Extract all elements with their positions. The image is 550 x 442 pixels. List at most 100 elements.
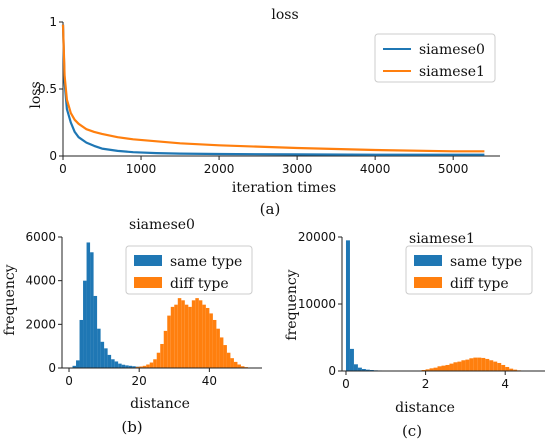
histogram-bar [132, 366, 136, 368]
histogram-bar [469, 358, 474, 371]
histogram-bar [191, 300, 196, 368]
histogram-bar [240, 366, 245, 368]
histogram-bar [83, 280, 87, 368]
histogram-bar [219, 337, 224, 368]
legend-swatch [134, 255, 162, 266]
histogram-bar [79, 319, 84, 368]
x-tick-label: 4000 [360, 162, 391, 176]
histogram-bar [184, 304, 189, 368]
plot-area: 0 2 4 0 10000 20000 same type diff type [298, 230, 545, 391]
histogram-bar [76, 360, 80, 368]
plot-area: 0 1000 2000 3000 4000 5000 0 0.5 1 siamese0 siames… [38, 15, 500, 176]
panel-caption: (a) [260, 200, 281, 218]
histogram-bar [223, 345, 227, 368]
histogram-bar [195, 298, 199, 368]
histogram-bar [461, 360, 466, 371]
histogram-bar [473, 357, 478, 371]
x-tick-label: 2 [422, 377, 430, 391]
histogram-bar [153, 359, 157, 368]
histogram-bar [121, 364, 126, 368]
legend-label: siamese1 [419, 64, 485, 80]
histogram-bar [205, 307, 210, 368]
x-tick-label: 40 [202, 374, 217, 388]
histogram-bar [513, 369, 518, 371]
y-tick-label: 0 [48, 361, 56, 375]
histogram-bar [457, 361, 462, 371]
histogram-bar [128, 365, 133, 368]
y-tick-label: 20000 [298, 230, 336, 244]
chart-title: siamese0 [129, 217, 195, 233]
histogram-bar [100, 341, 105, 368]
histogram-bar [489, 360, 494, 371]
histogram-bar [167, 315, 171, 368]
histogram-bar [353, 364, 358, 371]
histogram-bar [230, 358, 234, 368]
histogram-bar [505, 366, 510, 371]
histogram-bar [477, 357, 482, 371]
histogram-bar [433, 367, 438, 371]
histogram-bar [216, 328, 220, 368]
histogram-bar [156, 352, 161, 368]
y-tick-label: 0 [49, 149, 57, 163]
histogram-bar [493, 361, 498, 371]
legend-label: same type [450, 254, 522, 270]
histogram-bar [170, 306, 175, 368]
histogram-bar [501, 364, 506, 371]
histogram-bar [198, 300, 203, 368]
histogram-bar [497, 362, 502, 371]
y-tick-label: 2000 [25, 317, 56, 331]
legend-label: diff type [170, 276, 229, 292]
y-axis-label: frequency [2, 264, 18, 335]
histogram-bar [163, 330, 168, 368]
x-tick-label: 0 [65, 374, 73, 388]
histogram-bar [349, 348, 354, 371]
histogram-bar [212, 319, 217, 368]
x-tick-label: 1000 [126, 162, 157, 176]
x-axis-label: iteration times [232, 180, 336, 196]
histogram-bar [441, 365, 446, 371]
x-tick-label: 2000 [204, 162, 235, 176]
y-tick-label: 0.5 [38, 82, 57, 96]
histogram-bar [125, 365, 129, 368]
x-tick-label: 0 [59, 162, 67, 176]
histogram-bar [107, 354, 112, 368]
histogram-bar [445, 364, 450, 371]
histogram-bar [345, 240, 350, 371]
y-tick-label: 4000 [25, 274, 56, 288]
y-tick-label: 10000 [298, 297, 336, 311]
histogram-bar [509, 368, 514, 371]
histogram-bar [142, 365, 147, 368]
legend-swatch [414, 277, 442, 288]
y-axis-label: loss [28, 81, 44, 108]
histogram-bar [437, 366, 442, 371]
histogram-bar [453, 362, 458, 371]
histogram-bar [149, 362, 154, 368]
histogram-bar [118, 363, 122, 368]
x-tick-label: 20 [132, 374, 147, 388]
series-line-siamese0 [61, 24, 485, 156]
histogram-bar [481, 357, 486, 371]
legend-swatch [134, 277, 162, 288]
chart-title: loss [271, 7, 298, 23]
y-tick-label: 0 [328, 364, 336, 378]
histogram-bar [90, 252, 94, 368]
histogram-bar [181, 300, 185, 368]
histogram-bar [202, 304, 206, 368]
histogram-bar [111, 359, 115, 368]
chart-title: siamese1 [409, 231, 475, 247]
x-tick-label: 4 [501, 377, 509, 391]
x-axis-label: distance [395, 400, 455, 416]
x-tick-label: 5000 [438, 162, 469, 176]
histogram-bar [139, 366, 143, 368]
plot-area: 0 20 40 0 2000 4000 6000 same type diff type [25, 230, 262, 388]
histogram-bar [226, 352, 231, 368]
legend-label: diff type [450, 276, 509, 292]
histogram-bar [237, 364, 241, 368]
y-tick-label: 6000 [25, 230, 56, 244]
panel-caption: (b) [121, 418, 142, 436]
y-tick-label: 1 [49, 15, 57, 29]
panel-caption: (c) [402, 422, 422, 440]
loss-chart: loss 0 1000 2000 3000 4000 5000 0 0.5 1 siamese0 s… [28, 7, 500, 218]
histogram-bar [209, 313, 213, 368]
